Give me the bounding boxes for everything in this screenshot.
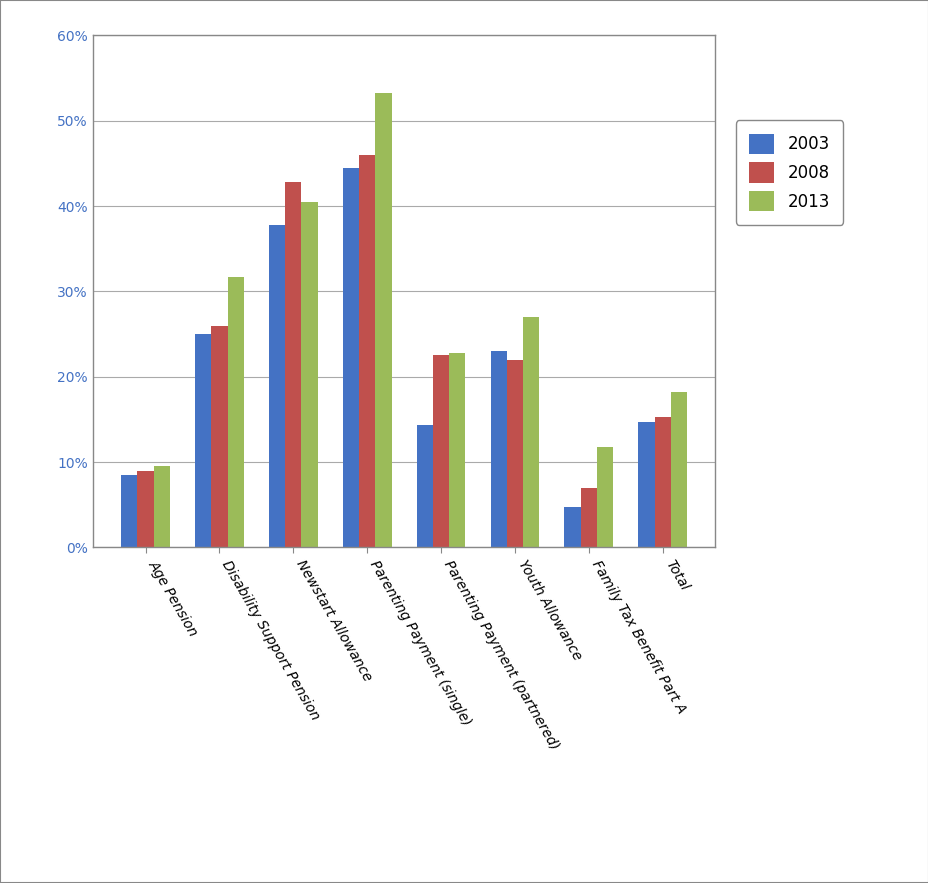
Bar (375, 94, 391, 547)
Bar (268, 225, 285, 547)
Bar (121, 475, 137, 547)
Bar (342, 168, 358, 547)
Bar (638, 422, 654, 547)
Bar (654, 417, 670, 547)
Bar (301, 202, 317, 547)
Legend: 2003, 2008, 2013: 2003, 2008, 2013 (735, 120, 843, 225)
Bar (358, 155, 375, 547)
Bar (580, 487, 597, 547)
Bar (153, 465, 170, 547)
Bar (564, 508, 580, 547)
Bar (670, 392, 687, 547)
Bar (597, 447, 612, 547)
Bar (432, 355, 449, 547)
Bar (507, 359, 522, 547)
Bar (417, 426, 432, 547)
Bar (227, 277, 243, 547)
Bar (285, 182, 301, 547)
Bar (449, 353, 465, 547)
Bar (195, 334, 211, 547)
Bar (211, 326, 227, 547)
Bar (137, 471, 153, 547)
Bar (490, 351, 507, 547)
Bar (522, 317, 539, 547)
